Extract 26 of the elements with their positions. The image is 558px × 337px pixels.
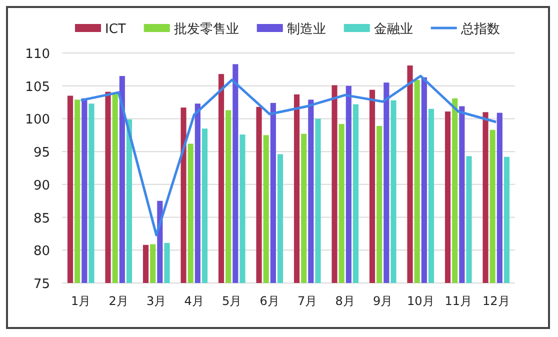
legend-label: 总指数 (460, 22, 500, 37)
y-tick-label: 100 (25, 112, 50, 128)
y-tick-label: 105 (25, 80, 50, 95)
line-series (80, 74, 498, 236)
y-tick-label: 110 (25, 47, 50, 62)
y-tick-label: 75 (33, 277, 50, 292)
x-tick-label: 1月 (71, 294, 91, 308)
x-tick-label: 5月 (222, 294, 242, 308)
x-tick-label: 3月 (146, 294, 166, 308)
y-tick-label: 85 (33, 211, 50, 226)
legend-label: 制造业 (286, 22, 326, 37)
x-tick-label: 9月 (373, 294, 393, 308)
x-tick-label: 8月 (335, 294, 355, 308)
x-tick-label: 4月 (184, 294, 204, 308)
x-tick-label: 6月 (260, 294, 280, 308)
legend-label: ICT (105, 22, 126, 37)
x-tick-label: 12月 (482, 294, 510, 308)
y-tick-label: 80 (33, 244, 50, 260)
y-tick-label: 90 (33, 178, 50, 194)
x-tick-label: 7月 (298, 294, 318, 308)
x-tick-label: 11月 (444, 294, 472, 308)
legend-label: 批发零售业 (174, 22, 239, 37)
legend-label: 金融业 (374, 22, 413, 37)
x-tick-label: 10月 (406, 294, 434, 308)
y-tick-label: 95 (33, 146, 50, 161)
x-tick-label: 2月 (108, 294, 128, 308)
